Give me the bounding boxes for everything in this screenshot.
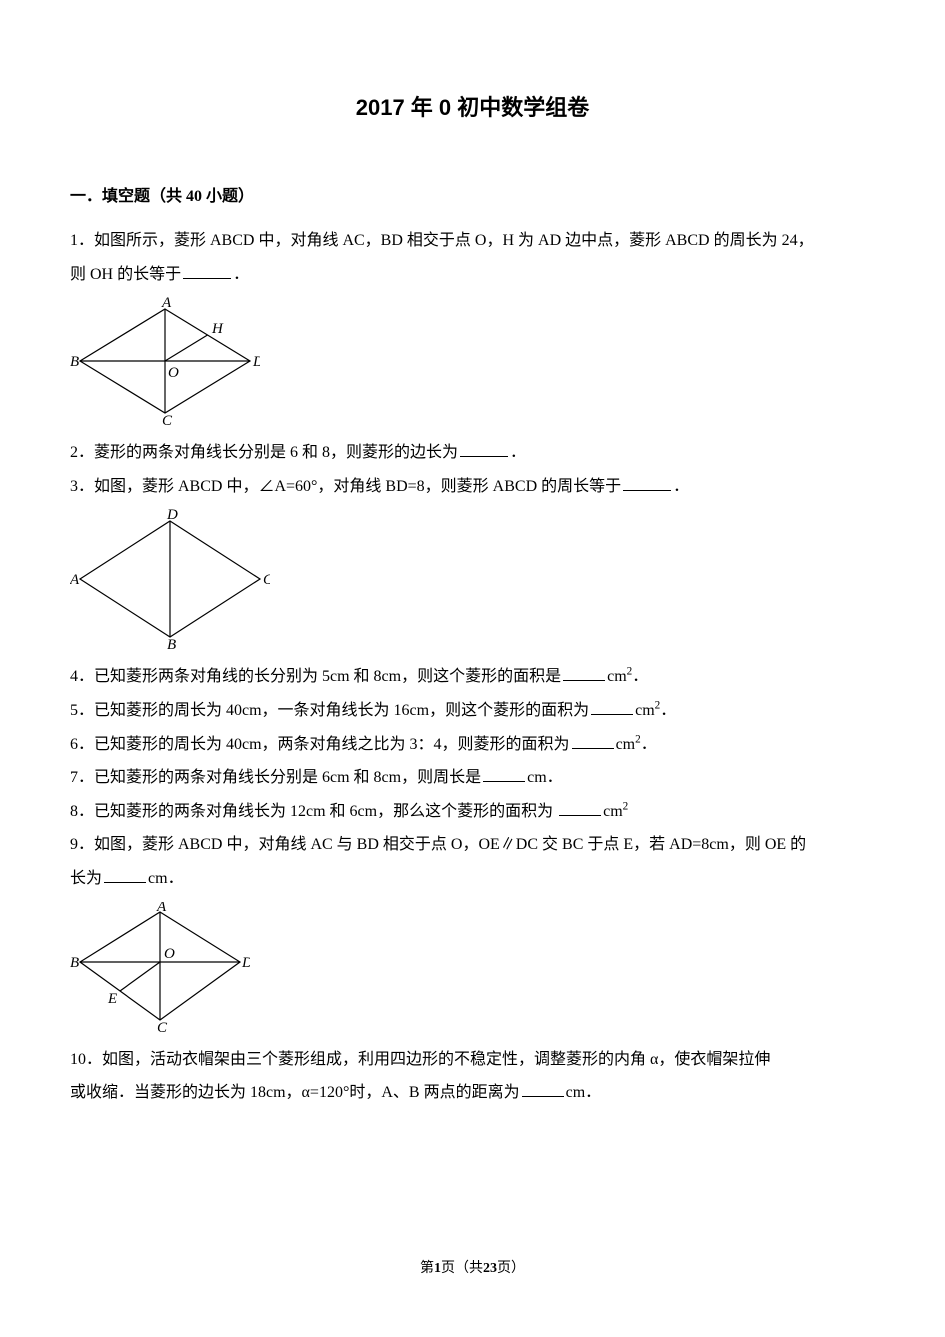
blank-q1 [183, 262, 231, 279]
rhombus-diagram-2: D A C B [70, 509, 270, 649]
q5-text-b: cm [635, 702, 655, 719]
q3-text-a: 3．如图，菱形 ABCD 中，∠A=60°，对角线 BD=8，则菱形 ABCD … [70, 478, 621, 495]
q6-text-a: 6．已知菱形的周长为 40cm，两条对角线之比为 3：4，则菱形的面积为 [70, 736, 570, 753]
label-O: O [168, 365, 179, 381]
rhombus-diagram-3: A B C D E O [70, 902, 250, 1032]
footer-b: 页（共 [441, 1261, 483, 1276]
question-10-line-1: 10．如图，活动衣帽架由三个菱形组成，利用四边形的不稳定性，调整菱形的内角 α，… [70, 1043, 875, 1077]
blank-q2 [460, 440, 508, 457]
label-O: O [164, 946, 175, 962]
question-3: 3．如图，菱形 ABCD 中，∠A=60°，对角线 BD=8，则菱形 ABCD … [70, 470, 875, 504]
q5-text-a: 5．已知菱形的周长为 40cm，一条对角线长为 16cm，则这个菱形的面积为 [70, 702, 589, 719]
q6-text-c: ． [641, 736, 657, 753]
figure-2: D A C B [70, 509, 875, 654]
q1-text-b: 则 OH 的长等于 [70, 266, 181, 283]
question-6: 6．已知菱形的周长为 40cm，两条对角线之比为 3：4，则菱形的面积为cm2． [70, 728, 875, 762]
question-5: 5．已知菱形的周长为 40cm，一条对角线长为 16cm，则这个菱形的面积为 cm… [70, 694, 875, 728]
page-footer: 第1页（共23页） [0, 1257, 945, 1277]
q9-text-b: 长为 [70, 870, 102, 887]
q10-text-b: 或收缩．当菱形的边长为 18cm，α=120°时，A、B 两点的距离为 [70, 1084, 520, 1101]
q4-text-c: ． [632, 668, 648, 685]
q1-text-c: ． [233, 266, 249, 283]
superscript-2: 2 [623, 800, 629, 812]
label-C: C [263, 572, 270, 588]
label-B: B [167, 637, 176, 649]
label-B: B [70, 955, 79, 971]
q5-text-c: ． [660, 702, 676, 719]
figure-3: A B C D E O [70, 902, 875, 1037]
blank-q8 [559, 799, 601, 816]
question-1-line-1: 1．如图所示，菱形 ABCD 中，对角线 AC，BD 相交于点 O，H 为 AD… [70, 224, 875, 258]
label-D: D [241, 955, 250, 971]
label-C: C [157, 1020, 168, 1032]
blank-q4 [563, 664, 605, 681]
q2-text-b: ． [510, 444, 526, 461]
blank-q9 [104, 866, 146, 883]
blank-q7 [483, 765, 525, 782]
blank-q10 [522, 1080, 564, 1097]
question-7: 7．已知菱形的两条对角线长分别是 6cm 和 8cm，则周长是 cm． [70, 761, 875, 795]
document-page: 2017 年 0 初中数学组卷 一．填空题（共 40 小题） 1．如图所示，菱形… [0, 0, 945, 1337]
label-E: E [107, 991, 117, 1007]
footer-total: 23 [483, 1261, 497, 1276]
label-A: A [161, 297, 172, 311]
q8-text-a: 8．已知菱形的两条对角线长为 12cm 和 6cm，那么这个菱形的面积为 [70, 803, 557, 820]
label-H: H [211, 321, 224, 337]
figure-1: A B C D H O [70, 297, 875, 430]
blank-q5 [591, 698, 633, 715]
label-A: A [156, 902, 167, 915]
q4-text-b: cm [607, 668, 627, 685]
question-9-line-2: 长为 cm． [70, 862, 875, 896]
label-D: D [252, 354, 260, 370]
blank-q6 [572, 732, 614, 749]
q4-text-a: 4．已知菱形两条对角线的长分别为 5cm 和 8cm，则这个菱形的面积是 [70, 668, 561, 685]
blank-q3 [623, 474, 671, 491]
q10-text-c: cm． [566, 1084, 602, 1101]
label-B: B [70, 354, 79, 370]
rhombus-diagram-1: A B C D H O [70, 297, 260, 425]
footer-page: 1 [434, 1261, 441, 1276]
question-4: 4．已知菱形两条对角线的长分别为 5cm 和 8cm，则这个菱形的面积是cm2． [70, 660, 875, 694]
footer-a: 第 [420, 1261, 434, 1276]
q6-text-b: cm [616, 736, 636, 753]
question-10-line-2: 或收缩．当菱形的边长为 18cm，α=120°时，A、B 两点的距离为 cm． [70, 1076, 875, 1110]
label-C: C [162, 413, 173, 425]
label-D: D [166, 509, 178, 523]
q3-text-b: ． [673, 478, 689, 495]
q7-text-b: cm． [527, 769, 563, 786]
q9-text-c: cm． [148, 870, 184, 887]
q2-text-a: 2．菱形的两条对角线长分别是 6 和 8，则菱形的边长为 [70, 444, 458, 461]
q7-text-a: 7．已知菱形的两条对角线长分别是 6cm 和 8cm，则周长是 [70, 769, 481, 786]
label-A: A [70, 572, 80, 588]
q8-text-b: cm [603, 803, 623, 820]
question-8: 8．已知菱形的两条对角线长为 12cm 和 6cm，那么这个菱形的面积为 cm2 [70, 795, 875, 829]
question-1-line-2: 则 OH 的长等于 ． [70, 258, 875, 292]
footer-c: 页） [497, 1261, 525, 1276]
page-title: 2017 年 0 初中数学组卷 [70, 90, 875, 122]
section-heading: 一．填空题（共 40 小题） [70, 182, 875, 206]
question-2: 2．菱形的两条对角线长分别是 6 和 8，则菱形的边长为 ． [70, 436, 875, 470]
question-9-line-1: 9．如图，菱形 ABCD 中，对角线 AC 与 BD 相交于点 O，OE∥DC … [70, 828, 875, 862]
